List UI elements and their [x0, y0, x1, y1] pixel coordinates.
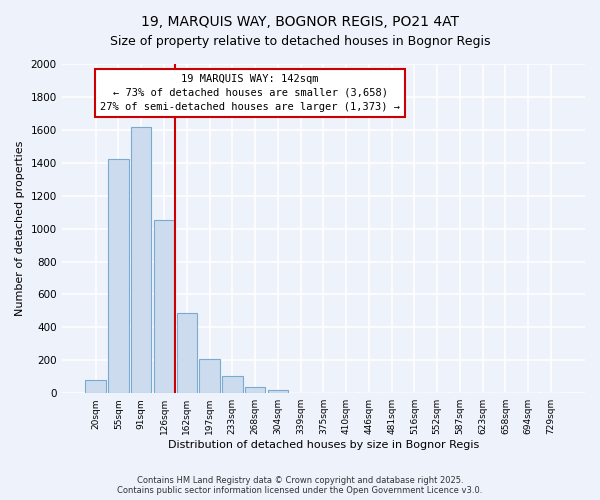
Bar [176, 312, 197, 393]
Bar [108, 160, 129, 393]
Bar [85, 380, 106, 393]
Bar [199, 360, 220, 393]
Y-axis label: Number of detached properties: Number of detached properties [15, 141, 25, 316]
Text: Size of property relative to detached houses in Bognor Regis: Size of property relative to detached ho… [110, 35, 490, 48]
Bar [245, 386, 265, 393]
Text: 19, MARQUIS WAY, BOGNOR REGIS, PO21 4AT: 19, MARQUIS WAY, BOGNOR REGIS, PO21 4AT [141, 15, 459, 29]
Text: 19 MARQUIS WAY: 142sqm
← 73% of detached houses are smaller (3,658)
27% of semi-: 19 MARQUIS WAY: 142sqm ← 73% of detached… [100, 74, 400, 112]
X-axis label: Distribution of detached houses by size in Bognor Regis: Distribution of detached houses by size … [168, 440, 479, 450]
Text: Contains HM Land Registry data © Crown copyright and database right 2025.
Contai: Contains HM Land Registry data © Crown c… [118, 476, 482, 495]
Bar [268, 390, 288, 393]
Bar [222, 376, 242, 393]
Bar [154, 220, 174, 393]
Bar [131, 126, 151, 393]
